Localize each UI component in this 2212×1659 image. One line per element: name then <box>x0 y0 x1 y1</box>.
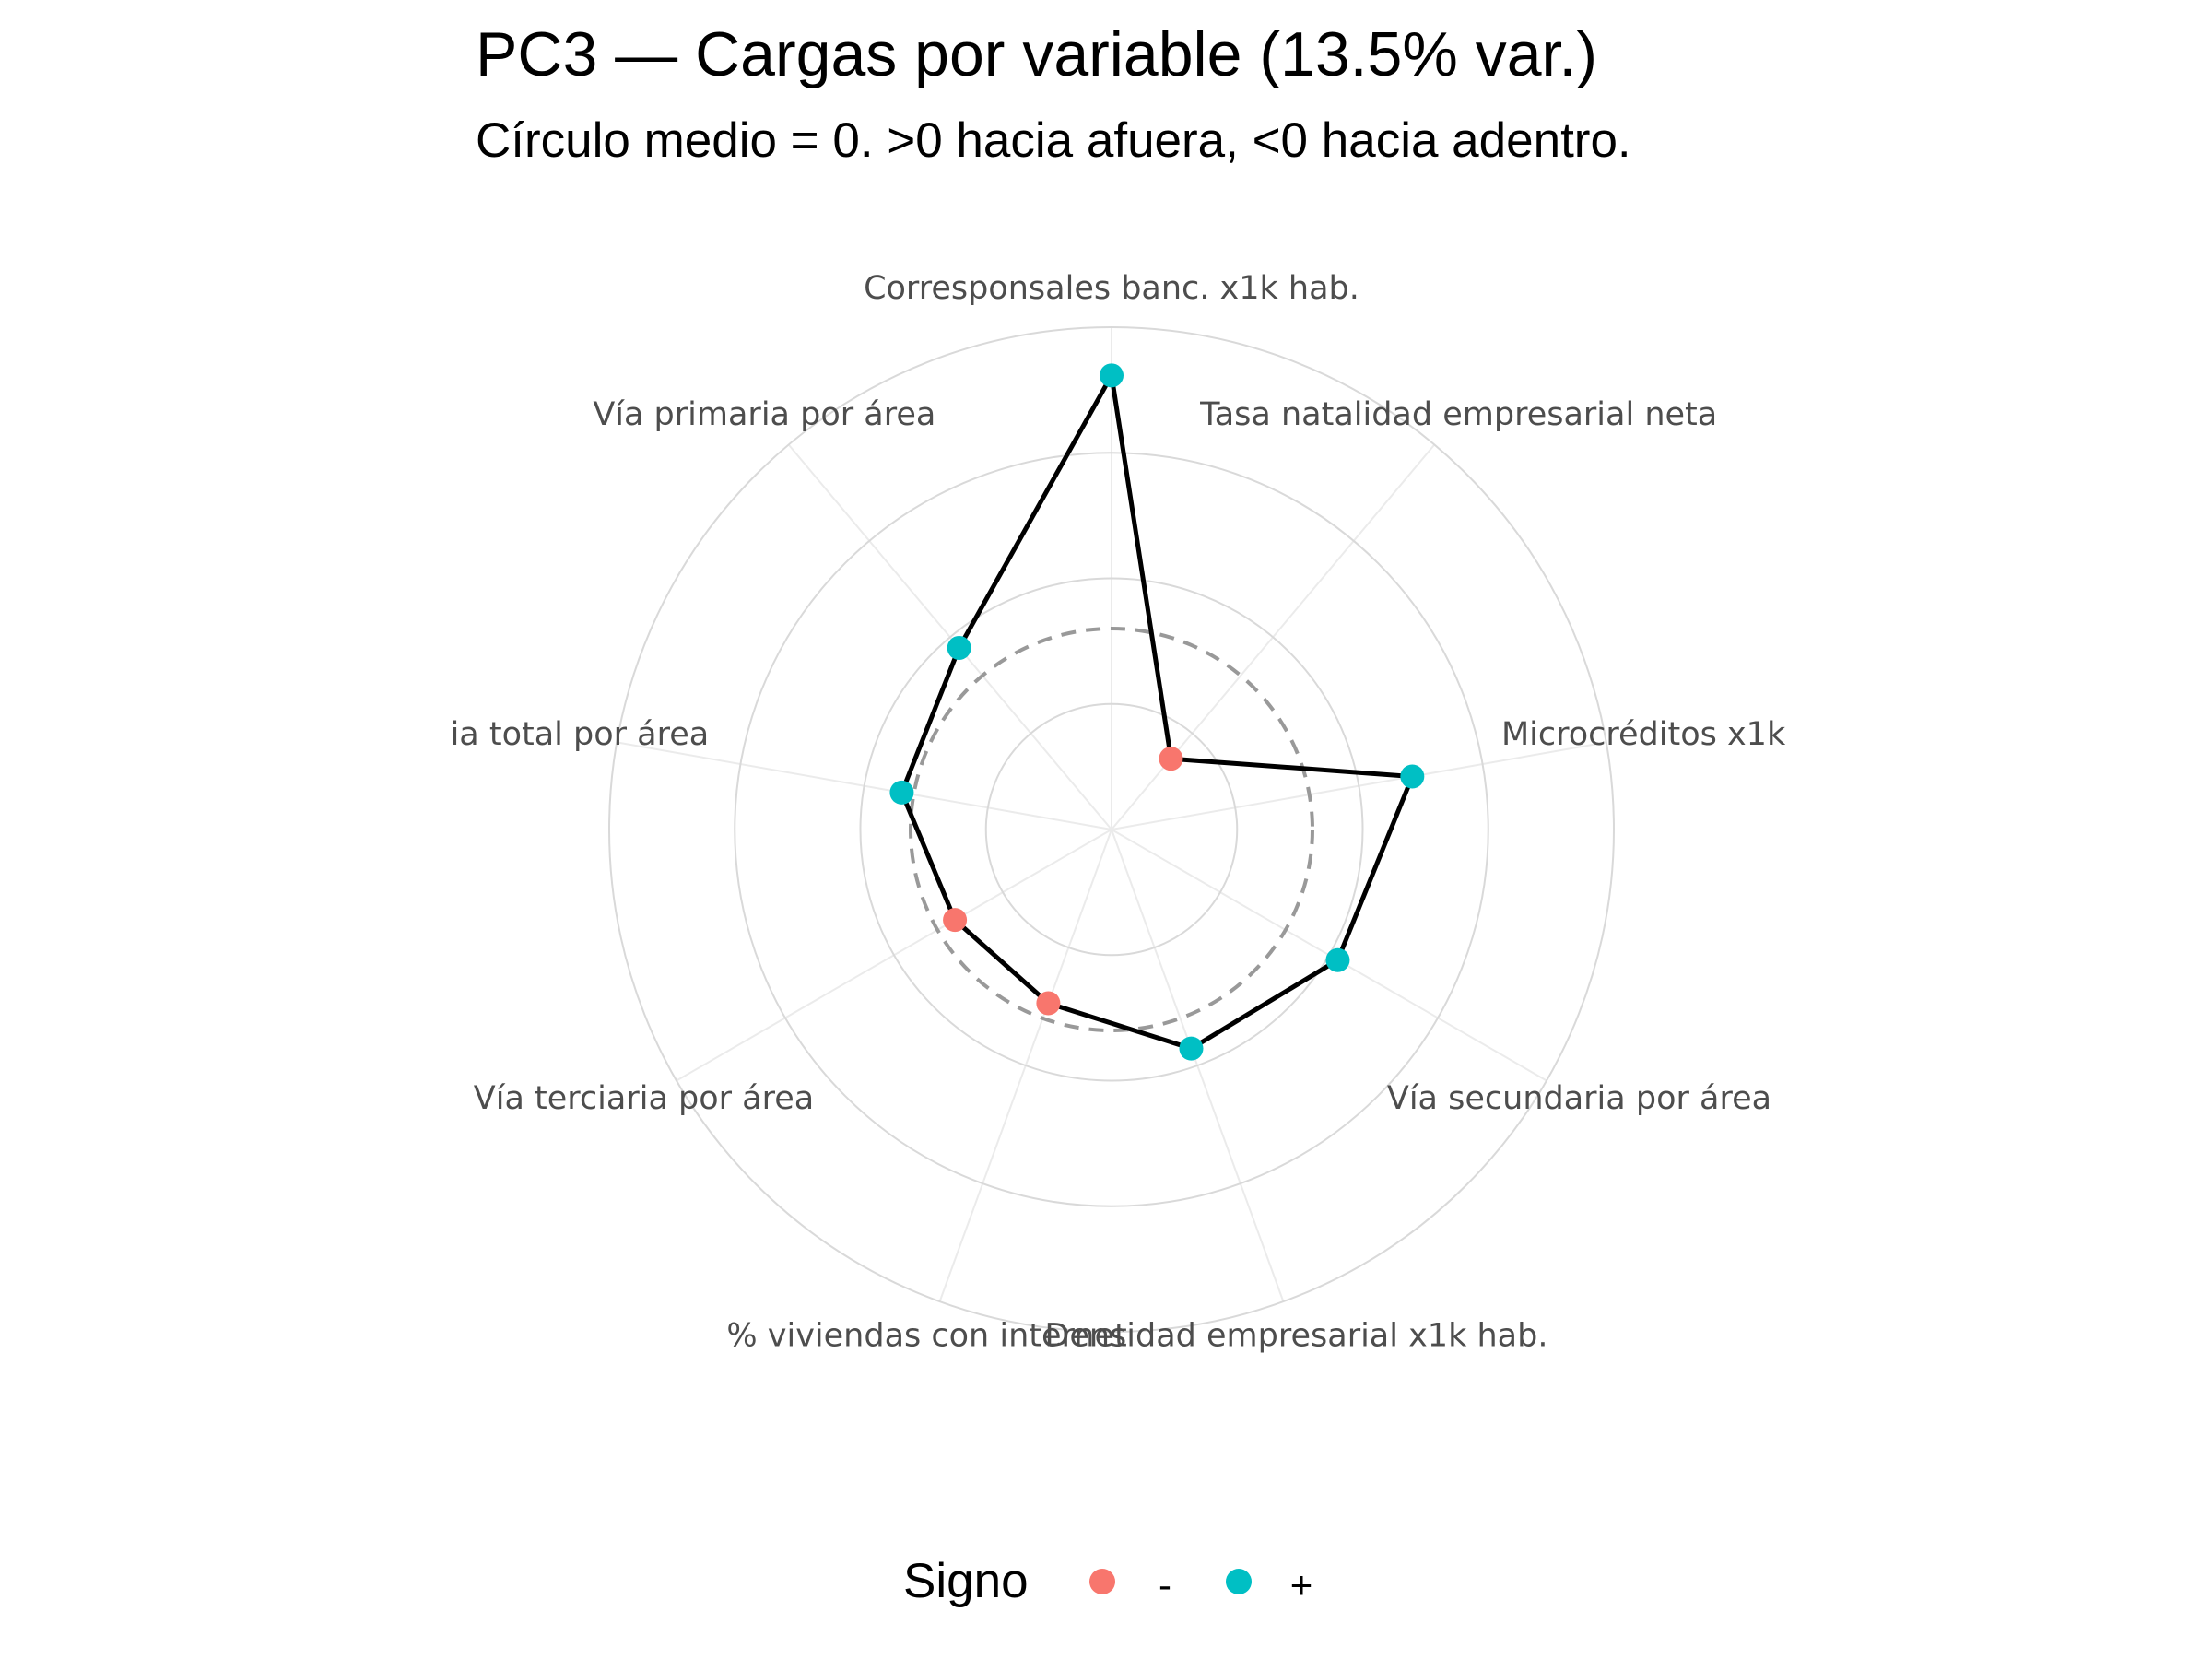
axis-label: ia total por área <box>451 716 710 753</box>
legend-label: - <box>1159 1563 1171 1606</box>
data-point <box>1400 764 1425 789</box>
grid-ring <box>608 326 1615 1333</box>
radar-grid <box>608 326 1615 1333</box>
axis-label: Tasa natalidad empresarial neta <box>1199 396 1717 433</box>
legend: Signo - + <box>903 1554 1312 1608</box>
legend-key <box>1226 1569 1252 1594</box>
axis-label: Vía primaria por área <box>593 396 935 433</box>
grid-ring <box>859 577 1364 1082</box>
chart-subtitle: Círculo medio = 0. >0 hacia afuera, <0 h… <box>476 113 1631 168</box>
data-point <box>889 780 914 805</box>
grid-ring <box>734 452 1489 1207</box>
axis-label: Corresponsales banc. x1k hab. <box>864 270 1359 307</box>
legend-label: + <box>1290 1563 1313 1606</box>
data-point <box>1325 947 1350 972</box>
data-point <box>1036 991 1061 1016</box>
series-line <box>899 372 1415 1052</box>
axis-labels: Corresponsales banc. x1k hab. Tasa natali… <box>451 270 1786 1355</box>
data-point <box>1179 1036 1204 1061</box>
grid-ring <box>984 702 1239 957</box>
data-point <box>947 635 971 660</box>
data-point <box>1100 363 1124 388</box>
chart-title: PC3 — Cargas por variable (13.5% var.) <box>476 19 1597 89</box>
axis-label: Vía secundaria por área <box>1387 1080 1771 1117</box>
data-point <box>943 908 968 933</box>
legend-title: Signo <box>903 1554 1029 1608</box>
axis-label: % viviendas con internet <box>726 1318 1126 1355</box>
zero-ring <box>909 627 1314 1032</box>
legend-key <box>1089 1569 1115 1594</box>
axis-label: Densidad empresarial x1k hab. <box>1044 1318 1547 1355</box>
data-point <box>1159 747 1183 771</box>
radar-series <box>889 363 1425 1061</box>
axis-label: Vía terciaria por área <box>474 1080 814 1117</box>
axis-label: Microcréditos x1k <box>1501 716 1786 753</box>
